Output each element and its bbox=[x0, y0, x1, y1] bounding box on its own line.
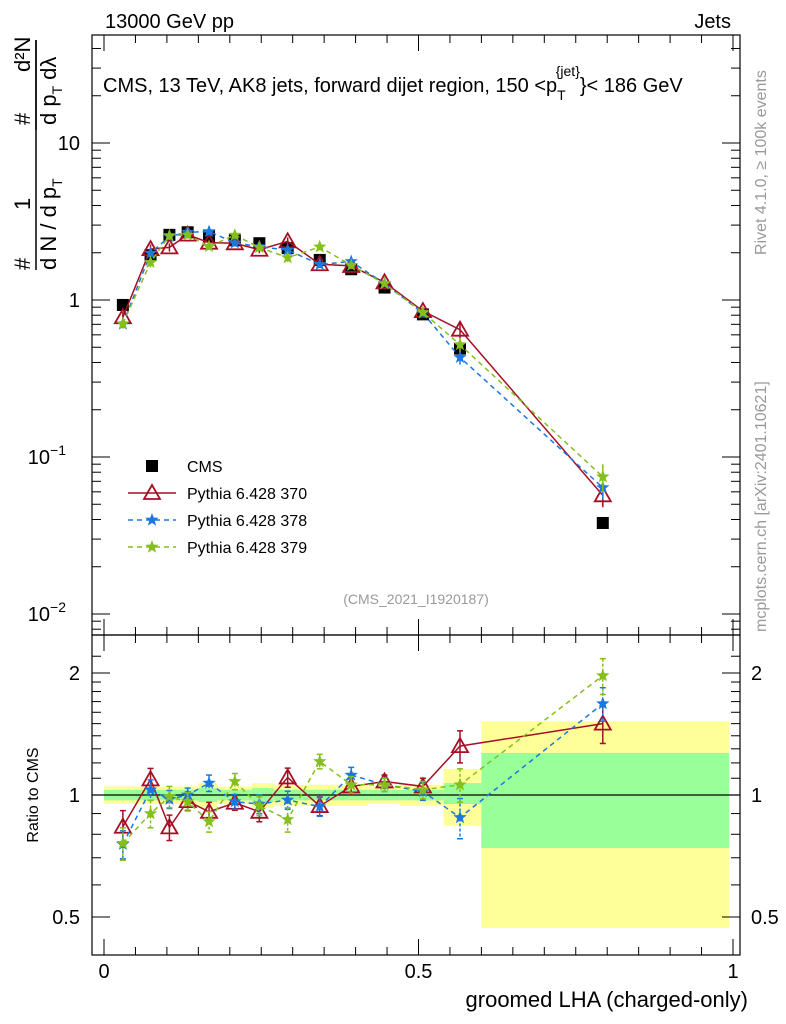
legend-marker bbox=[145, 540, 159, 553]
ratio-point-pythia-6-428-378 bbox=[453, 810, 467, 824]
ratio-point-pythia-6-428-378 bbox=[313, 799, 327, 813]
legend-label: Pythia 6.428 370 bbox=[187, 486, 307, 503]
ratio-point-pythia-6-428-378 bbox=[281, 793, 295, 806]
x-tick-label: 0.5 bbox=[405, 961, 433, 983]
ratio-point-pythia-6-428-379 bbox=[416, 782, 430, 796]
ratio-point-pythia-6-428-370 bbox=[593, 713, 613, 731]
legend-marker bbox=[146, 460, 158, 472]
point-pythia-6-428-379 bbox=[344, 258, 358, 271]
point-pythia-6-428-379 bbox=[143, 255, 158, 268]
ratio-point-pythia-6-428-370 bbox=[159, 817, 179, 835]
ratio-point-pythia-6-428-379 bbox=[202, 814, 216, 828]
point-cms bbox=[596, 516, 609, 529]
x-axis-label: groomed LHA (charged-only) bbox=[466, 987, 748, 1012]
y-tick-label: 10 bbox=[58, 133, 80, 155]
legend-marker bbox=[145, 513, 159, 526]
point-pythia-6-428-378 bbox=[228, 235, 242, 249]
svg-text:#: # bbox=[10, 112, 35, 125]
analysis-tag: (CMS_2021_I1920187) bbox=[343, 591, 489, 607]
ratio-point-pythia-6-428-379 bbox=[453, 777, 467, 791]
ratio-tick-label: 0.5 bbox=[52, 907, 80, 929]
point-pythia-6-428-378 bbox=[202, 224, 216, 238]
point-pythia-6-428-370 bbox=[159, 237, 179, 255]
y-axis-label: # 1 d N / d pT # d²N d pTdλ bbox=[10, 37, 65, 270]
x-tick-label: 0 bbox=[98, 961, 109, 983]
svg-text:d N / d pT: d N / d pT bbox=[36, 178, 65, 270]
point-pythia-6-428-379 bbox=[596, 469, 610, 483]
legend-label: Pythia 6.428 378 bbox=[187, 513, 307, 530]
point-pythia-6-428-379 bbox=[162, 228, 177, 242]
chart-title: CMS, 13 TeV, AK8 jets, forward dijet reg… bbox=[103, 63, 683, 103]
main-line-pythia-6-428-370 bbox=[122, 233, 604, 496]
svg-text:d²N: d²N bbox=[10, 37, 35, 72]
ratio-point-pythia-6-428-378 bbox=[202, 776, 216, 789]
ratio-point-pythia-6-428-378 bbox=[143, 782, 158, 796]
ratio-point-pythia-6-428-370 bbox=[278, 767, 298, 785]
ratio-point-pythia-6-428-379 bbox=[162, 789, 177, 803]
legend-item-pythia-6-428-379: Pythia 6.428 379 bbox=[128, 540, 307, 557]
ratio-point-pythia-6-428-379 bbox=[313, 754, 327, 768]
point-pythia-6-428-379 bbox=[416, 305, 430, 318]
legend-item-cms: CMS bbox=[146, 459, 223, 476]
ratio-point-pythia-6-428-379 bbox=[181, 794, 195, 808]
legend-label: Pythia 6.428 379 bbox=[187, 540, 307, 557]
ratio-point-pythia-6-428-379 bbox=[281, 812, 295, 826]
legend-item-pythia-6-428-370: Pythia 6.428 370 bbox=[128, 483, 307, 503]
series-pythia-6-428-379 bbox=[116, 227, 610, 862]
point-pythia-6-428-379 bbox=[202, 239, 216, 253]
point-pythia-6-428-379 bbox=[116, 316, 130, 330]
main-line-pythia-6-428-378 bbox=[122, 230, 604, 489]
mcplots-label: mcplots.cern.ch [arXiv:2401.10621] bbox=[753, 381, 770, 632]
ratio-point-pythia-6-428-379 bbox=[344, 777, 358, 791]
point-pythia-6-428-379 bbox=[313, 239, 327, 253]
ratio-y-axis-label: Ratio to CMS bbox=[25, 747, 42, 842]
ratio-point-pythia-6-428-378 bbox=[344, 768, 358, 781]
svg-text:1: 1 bbox=[10, 198, 35, 210]
ratio-tick-label-right: 2 bbox=[751, 663, 762, 685]
point-pythia-6-428-379 bbox=[228, 228, 242, 241]
point-pythia-6-428-370 bbox=[593, 485, 613, 503]
ratio-point-pythia-6-428-379 bbox=[228, 774, 242, 788]
point-pythia-6-428-378 bbox=[281, 243, 295, 256]
y-tick-label: 1 bbox=[69, 290, 80, 312]
legend-item-pythia-6-428-378: Pythia 6.428 378 bbox=[128, 513, 307, 530]
header-left: 13000 GeV pp bbox=[105, 11, 234, 33]
ratio-point-pythia-6-428-378 bbox=[596, 696, 610, 710]
ratio-point-pythia-6-428-379 bbox=[143, 806, 158, 820]
header-right: Jets bbox=[694, 11, 731, 33]
rivet-version-label: Rivet 4.1.0, ≥ 100k events bbox=[753, 70, 770, 255]
ratio-tick-label: 1 bbox=[69, 785, 80, 807]
svg-text:d pTdλ: d pTdλ bbox=[36, 57, 65, 125]
ratio-line-pythia-6-428-379 bbox=[122, 675, 604, 844]
ratio-point-pythia-6-428-370 bbox=[249, 801, 269, 819]
svg-text:#: # bbox=[10, 257, 35, 270]
ratio-point-pythia-6-428-370 bbox=[450, 736, 470, 754]
ratio-point-pythia-6-428-378 bbox=[228, 794, 242, 808]
legend-marker bbox=[142, 483, 162, 500]
point-pythia-6-428-370 bbox=[450, 319, 470, 337]
point-pythia-6-428-378 bbox=[313, 257, 327, 271]
y-tick-label: 10−1 bbox=[28, 442, 66, 469]
point-pythia-6-428-379 bbox=[252, 240, 266, 254]
ratio-tick-label: 2 bbox=[69, 663, 80, 685]
point-pythia-6-428-378 bbox=[453, 350, 467, 363]
point-pythia-6-428-379 bbox=[453, 337, 467, 351]
y-tick-label: 10−2 bbox=[28, 599, 66, 626]
stat-uncertainty-band bbox=[443, 783, 482, 805]
ratio-tick-label-right: 0.5 bbox=[751, 907, 779, 929]
point-pythia-6-428-379 bbox=[181, 227, 195, 241]
ratio-tick-label-right: 1 bbox=[751, 785, 762, 807]
point-pythia-6-428-379 bbox=[377, 276, 392, 290]
legend-label: CMS bbox=[187, 459, 223, 476]
point-pythia-6-428-379 bbox=[281, 250, 295, 264]
ratio-point-pythia-6-428-379 bbox=[116, 836, 130, 849]
x-tick-label: 1 bbox=[727, 961, 738, 983]
point-pythia-6-428-378 bbox=[143, 246, 158, 259]
ratio-point-pythia-6-428-379 bbox=[596, 668, 610, 682]
ratio-point-pythia-6-428-379 bbox=[252, 798, 266, 812]
ratio-point-pythia-6-428-379 bbox=[377, 777, 392, 791]
point-cms bbox=[116, 298, 129, 311]
stat-uncertainty-band bbox=[481, 752, 730, 848]
